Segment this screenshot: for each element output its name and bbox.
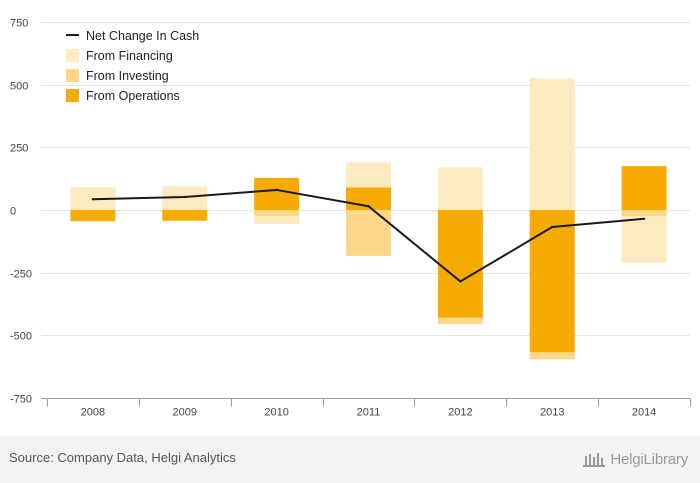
- x-tick-label: 2014: [632, 407, 656, 419]
- source-note: Source: Company Data, Helgi Analytics: [9, 450, 236, 465]
- bar-from-operations-2013: [529, 210, 575, 353]
- x-tick-label: 2011: [357, 407, 381, 419]
- legend-label-from-investing: From Investing: [86, 69, 169, 83]
- x-tick-label: 2013: [540, 407, 564, 419]
- bar-from-investing-2013: [529, 352, 575, 360]
- line-point-2012: [459, 280, 462, 283]
- bar-from-investing-2014: [621, 210, 667, 217]
- bar-from-financing-2014: [621, 216, 667, 263]
- logo-text: HelgiLibrary: [610, 450, 688, 468]
- bar-from-operations-2014: [621, 166, 667, 210]
- bar-from-financing-2012: [437, 167, 483, 210]
- x-tick-label: 2012: [448, 407, 472, 419]
- legend: Net Change In Cash From Financing From Inv…: [66, 29, 199, 103]
- y-tick-label: -250: [10, 269, 32, 281]
- y-tick-label: -750: [10, 394, 32, 406]
- line-point-2008: [91, 198, 95, 201]
- bar-from-operations-2012: [437, 210, 483, 318]
- bar-from-investing-2010: [254, 210, 300, 217]
- line-point-2009: [183, 195, 186, 199]
- bar-from-financing-2011: [346, 162, 391, 188]
- x-tick-label: 2008: [81, 407, 105, 419]
- bar-from-financing-2010: [254, 216, 300, 224]
- library-building-icon: [583, 453, 606, 467]
- y-tick-label: 250: [10, 143, 28, 155]
- footer-band: [0, 436, 700, 483]
- y-axis: 750 500 250 0 -250 -500 -750: [10, 18, 32, 406]
- bar-from-operations-2008: [70, 210, 116, 222]
- bar-from-operations-2010: [254, 177, 300, 210]
- legend-swatch-from-investing: [66, 69, 79, 82]
- x-tick-label: 2009: [173, 407, 197, 419]
- helgi-library-logo: HelgiLibrary: [582, 448, 688, 470]
- bar-from-financing-2013: [529, 78, 575, 211]
- line-point-2010: [275, 188, 278, 192]
- legend-label-from-financing: From Financing: [86, 49, 173, 63]
- legend-label-net-change-in-cash: Net Change In Cash: [86, 29, 199, 43]
- x-tick-label: 2010: [264, 407, 288, 419]
- bar-from-investing-2011: [346, 210, 391, 256]
- legend-swatch-from-financing: [66, 49, 79, 62]
- line-point-2014: [642, 217, 646, 220]
- x-axis: 2008 2009 2010 2011 2012 2013 2014: [41, 398, 691, 419]
- legend-label-from-operations: From Operations: [86, 89, 180, 103]
- bar-from-operations-2009: [162, 210, 208, 221]
- legend-swatch-from-operations: [66, 89, 79, 102]
- bar-group: [70, 78, 667, 360]
- y-tick-label: -500: [10, 331, 32, 343]
- y-tick-label: 500: [10, 81, 28, 93]
- net-change-line-group: [91, 188, 646, 283]
- bar-from-investing-2012: [437, 317, 483, 325]
- y-tick-label: 750: [10, 18, 28, 30]
- line-point-2011: [367, 205, 370, 208]
- line-point-2013: [551, 225, 554, 229]
- y-tick-label: 0: [10, 206, 16, 218]
